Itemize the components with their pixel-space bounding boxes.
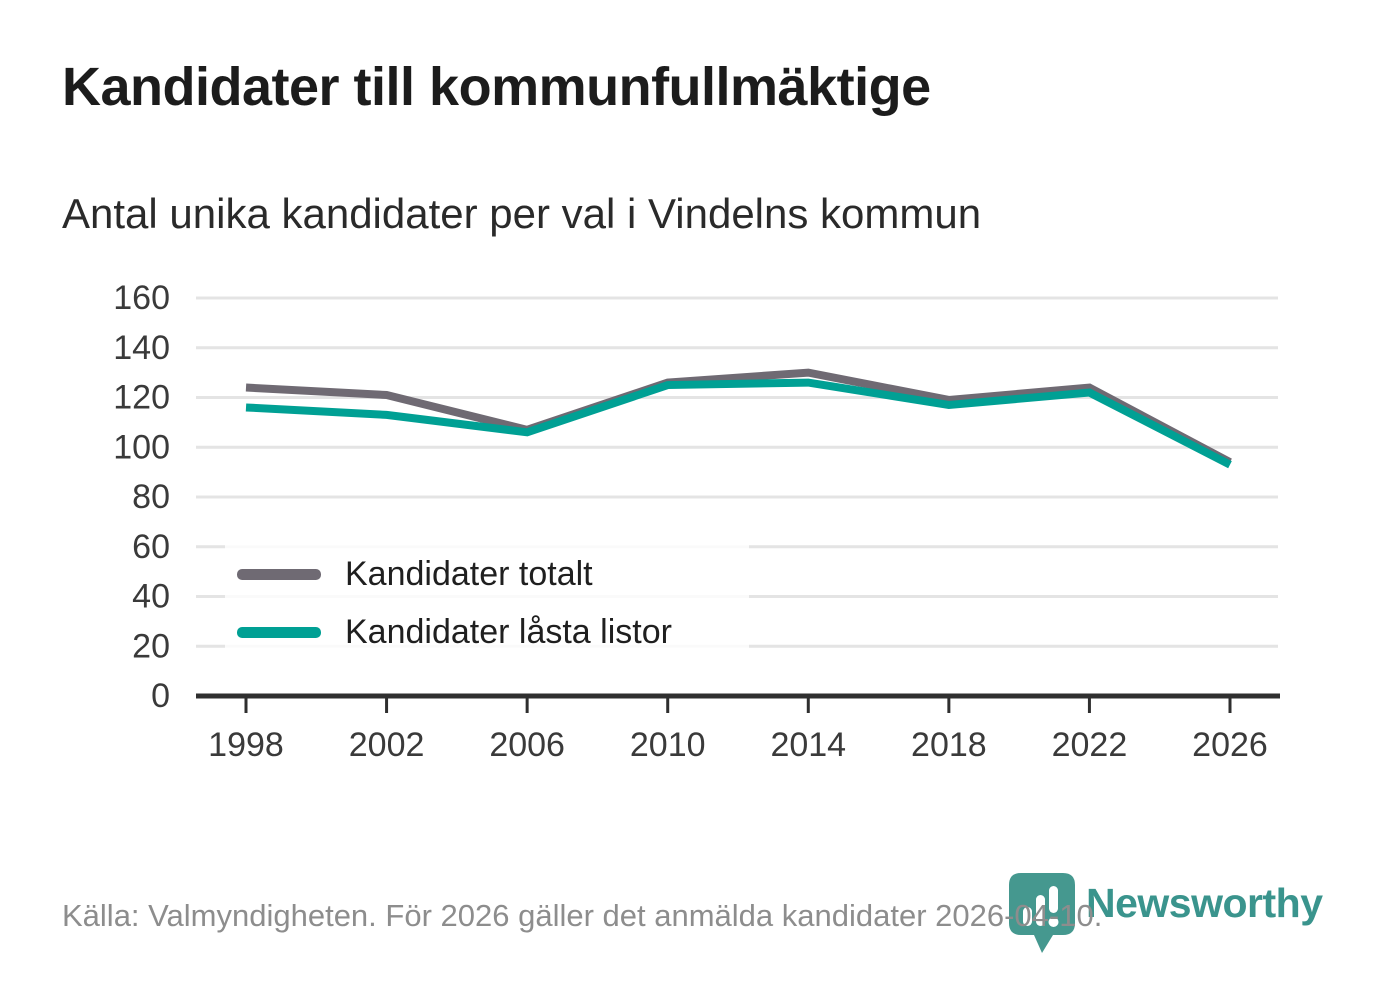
x-tick-label: 2014: [770, 726, 846, 764]
x-tick-label: 2022: [1052, 726, 1128, 764]
newsworthy-logo-text: Newsworthy: [1086, 880, 1323, 926]
chart-subtitle: Antal unika kandidater per val i Vindeln…: [62, 190, 982, 237]
legend-label-totalt: Kandidater totalt: [345, 554, 593, 593]
newsworthy-logo-icon: [1009, 873, 1075, 953]
x-tick-label: 2006: [489, 726, 565, 764]
x-tick-label: 2026: [1192, 726, 1268, 764]
y-tick-label: 60: [132, 528, 170, 566]
legend-swatch-lasta-listor: [237, 626, 321, 638]
y-tick-label: 20: [132, 627, 170, 665]
series-line-0: [245, 368, 1232, 466]
newsworthy-logo: Newsworthy: [1008, 872, 1323, 956]
x-tick-label: 2002: [349, 726, 425, 764]
series-line-1: [245, 378, 1232, 469]
x-tick-label: 1998: [208, 726, 284, 764]
x-tick-label: 2010: [630, 726, 706, 764]
legend-label-lasta-listor: Kandidater låsta listor: [345, 612, 672, 651]
legend-item-lasta-listor: Kandidater låsta listor: [225, 604, 749, 660]
source-note: Källa: Valmyndigheten. För 2026 gäller d…: [62, 898, 1103, 933]
chart-legend: Kandidater totalt Kandidater låsta listo…: [225, 543, 749, 663]
y-tick-label: 40: [132, 578, 170, 616]
y-tick-label: 0: [151, 677, 170, 715]
y-tick-label: 80: [132, 478, 170, 516]
y-tick-label: 140: [113, 329, 170, 367]
legend-swatch-totalt: [237, 568, 321, 580]
chart-title: Kandidater till kommunfullmäktige: [62, 57, 931, 117]
y-tick-label: 160: [113, 279, 170, 317]
x-tick-label: 2018: [911, 726, 987, 764]
line-chart-plot: 0 20 40 60 80 100 120 140 160 1998 2002 2006 2010 201…: [113, 279, 1280, 764]
y-tick-label: 120: [113, 379, 170, 417]
legend-item-totalt: Kandidater totalt: [225, 546, 749, 602]
y-tick-label: 100: [113, 428, 170, 466]
